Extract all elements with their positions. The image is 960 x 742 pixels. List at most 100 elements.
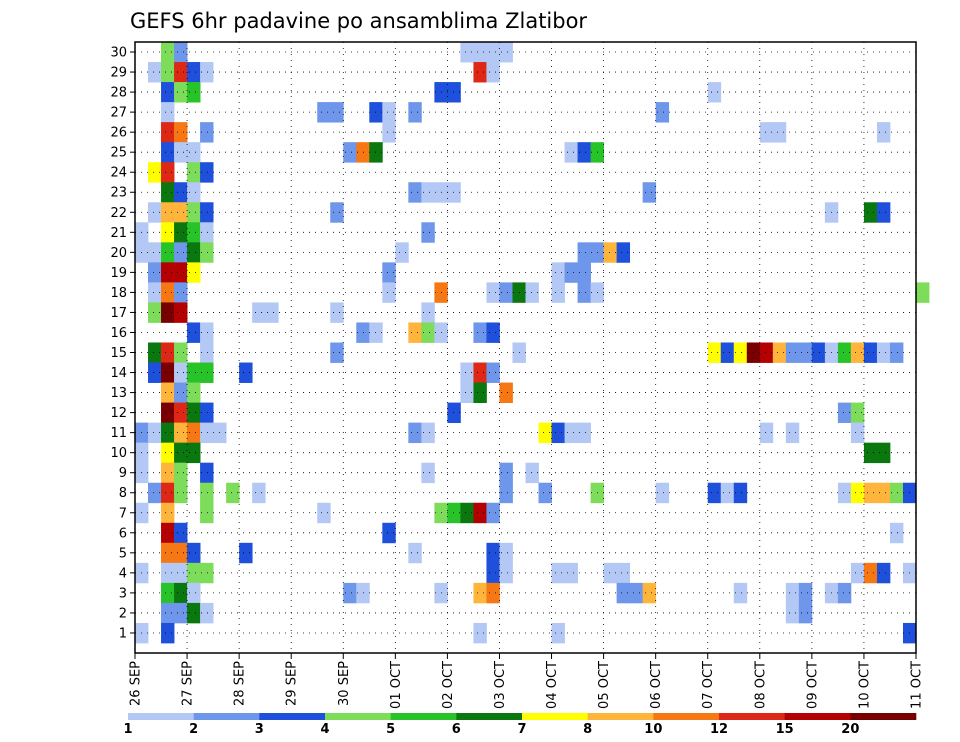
heatmap-cell: [200, 342, 214, 363]
x-tick-label: 02 OCT: [441, 661, 456, 709]
heatmap-cell: [148, 242, 162, 263]
heatmap-cell: [577, 142, 591, 163]
heatmap-cell: [382, 122, 396, 143]
heatmap-cell: [785, 602, 800, 624]
heatmap-cell: [538, 482, 552, 504]
y-tick-label: 16: [110, 326, 127, 341]
colorbar-swatch: [128, 713, 194, 720]
heatmap-cell: [876, 562, 891, 584]
heatmap-cell: [174, 282, 188, 303]
heatmap-cell: [161, 522, 175, 544]
heatmap-cell: [174, 442, 188, 464]
heatmap-cell: [577, 422, 591, 444]
y-tick-label: 22: [110, 206, 127, 221]
heatmap-cell: [187, 62, 201, 83]
y-tick-label: 24: [110, 166, 127, 181]
heatmap-cell: [174, 122, 188, 143]
y-tick-label: 14: [110, 366, 127, 381]
heatmap-cell: [161, 262, 175, 283]
heatmap-cell: [317, 102, 331, 123]
y-tick-label: 12: [110, 406, 127, 421]
heatmap-cell: [538, 422, 552, 444]
heatmap-cell: [161, 362, 175, 383]
heatmap-cell: [889, 342, 904, 363]
heatmap-cell: [460, 42, 474, 63]
heatmap-cell: [421, 222, 435, 243]
heatmap-cell: [174, 522, 188, 544]
heatmap-cell: [187, 262, 201, 283]
heatmap-cell: [330, 342, 344, 363]
heatmap-cell: [473, 362, 487, 383]
x-tick-label: 10 OCT: [857, 661, 872, 709]
y-tick-label: 21: [110, 226, 127, 241]
heatmap-cell: [200, 242, 214, 263]
heatmap-cell: [382, 522, 396, 544]
y-tick-label: 10: [110, 446, 127, 461]
heatmap-cell: [187, 142, 201, 163]
heatmap-cell: [382, 102, 396, 123]
heatmap-cell: [720, 482, 735, 504]
heatmap-cell: [187, 442, 201, 464]
colorbar-swatch: [587, 713, 654, 720]
heatmap-cell: [473, 582, 487, 604]
heatmap-cell: [174, 42, 188, 63]
y-tick-label: 6: [119, 526, 127, 541]
heatmap-cell: [356, 142, 370, 163]
heatmap-cell: [200, 62, 214, 83]
heatmap-cell: [733, 342, 748, 363]
heatmap-cell: [486, 42, 500, 63]
colorbar-label: 10: [644, 722, 662, 737]
heatmap-cell: [161, 242, 175, 263]
x-tick-label: 30 SEP: [337, 661, 352, 706]
heatmap-cell: [161, 122, 175, 143]
y-tick-label: 7: [119, 506, 127, 521]
colorbar-swatch: [850, 713, 917, 720]
heatmap-cell: [733, 582, 748, 604]
y-tick-label: 9: [119, 466, 127, 481]
y-tick-label: 15: [110, 346, 127, 361]
heatmap-cell: [161, 222, 175, 243]
heatmap-cell: [161, 382, 175, 403]
heatmap-cell: [837, 482, 852, 504]
heatmap-cell: [200, 502, 214, 524]
colorbar-swatch: [390, 713, 457, 720]
heatmap-cell: [174, 382, 188, 403]
heatmap-cell: [187, 222, 201, 243]
colorbar-label: 2: [189, 722, 198, 737]
heatmap-cell: [187, 422, 201, 444]
heatmap-cell: [161, 202, 175, 223]
heatmap-cell: [876, 442, 891, 464]
heatmap-cell: [252, 482, 266, 504]
x-tick-label: 04 OCT: [545, 661, 560, 709]
heatmap-cell: [395, 242, 409, 263]
heatmap-cell: [382, 262, 396, 283]
heatmap-cell: [473, 42, 487, 63]
y-axis: 1234567891011121314151617181920212223242…: [110, 46, 135, 641]
heatmap-cell: [564, 142, 578, 163]
y-tick-label: 25: [110, 146, 127, 161]
x-tick-label: 27 SEP: [181, 661, 196, 706]
heatmap-cell: [447, 502, 461, 524]
heatmap-cell: [148, 482, 162, 504]
heatmap-cell: [187, 182, 201, 203]
x-tick-label: 06 OCT: [649, 661, 664, 709]
heatmap-cell: [187, 322, 201, 343]
x-tick-label: 08 OCT: [753, 661, 768, 709]
heatmap-cell: [460, 382, 474, 403]
y-tick-label: 17: [110, 306, 127, 321]
x-tick-label: 09 OCT: [805, 661, 820, 709]
heatmap-cell: [473, 502, 487, 524]
heatmap-cell: [161, 182, 175, 203]
heatmap-cell: [187, 362, 201, 383]
heatmap-cell: [200, 202, 214, 223]
heatmap-cell: [187, 542, 201, 564]
heatmap-cell: [499, 542, 513, 564]
heatmap-cell: [161, 82, 175, 103]
heatmap-cell: [577, 282, 591, 303]
y-tick-label: 18: [110, 286, 127, 301]
heatmap-cell: [161, 402, 175, 424]
y-tick-label: 2: [119, 606, 127, 621]
heatmap-cell: [499, 42, 513, 63]
heatmap-cell: [187, 82, 201, 103]
heatmap-cell: [174, 262, 188, 283]
